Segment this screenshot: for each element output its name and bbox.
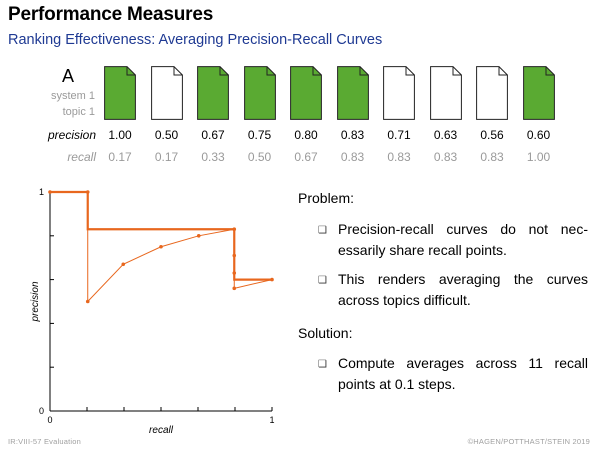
problem-bullet-2: This renders averaging the curves across… [338,271,588,308]
footer-right: ©HAGEN/POTTHAST/STEIN 2019 [467,437,590,446]
footer-left: IR:VIII-57 Evaluation [8,437,81,446]
system-letter: A [62,66,75,86]
relevant-document-icon [336,66,369,120]
relevant-document-icon [197,66,229,120]
relevant-document-icon [104,66,136,120]
system-label: system 1 [50,90,95,102]
x-tick-label: 0 [47,415,52,425]
solution-bullet-1: Compute averages across 11 recall points… [338,355,588,392]
recall-value: 1.00 [526,150,551,164]
data-point [232,253,237,258]
data-point [48,190,52,194]
recall-value: 0.33 [201,150,225,164]
nonrelevant-document-icon [429,66,462,120]
problem-bullet-1: Precision-recall curves do not nec- essa… [338,221,588,258]
recall-value: 0.67 [294,150,318,164]
y-axis-label: precision [30,281,41,322]
relevant-document-icon [290,66,322,120]
topic-label: topic 1 [62,106,95,118]
data-point [232,227,237,232]
ranking-table: A system 1 topic 1 precision recall 1.00… [0,62,600,192]
precision-value: 0.75 [247,128,272,142]
precision-value: 0.60 [526,128,551,142]
precision-value: 0.71 [387,128,411,142]
precision-recall-chart: 1 00 1 recall precision [30,187,275,436]
relevant-document-icon [522,66,555,120]
data-point [270,277,274,282]
page-title: Performance Measures [8,4,214,25]
nonrelevant-document-icon [383,66,415,120]
recall-row-label: recall [67,150,96,164]
nonrelevant-document-icon [150,66,183,120]
data-point [85,299,90,304]
interpolated-curve [50,190,272,281]
data-point [232,286,237,291]
solution-heading: Solution: [298,325,353,341]
nonrelevant-document-icon [476,66,508,120]
recall-value: 0.83 [480,150,504,164]
data-point [196,234,201,238]
y-tick-label: 1 [39,187,44,197]
precision-value: 1.00 [108,128,132,142]
recall-value: 0.83 [387,150,411,164]
data-point [159,244,163,249]
data-point [121,262,126,267]
recall-value: 0.83 [340,150,365,164]
precision-value: 0.50 [154,128,179,142]
data-point [232,271,237,275]
recall-value: 0.83 [433,150,458,164]
relevant-document-icon [243,66,276,120]
precision-value: 0.67 [201,128,225,142]
page-subtitle: Ranking Effectiveness: Averaging Precisi… [8,32,383,48]
x-axis-label: recall [149,425,174,436]
precision-value: 0.56 [480,128,504,142]
precision-row-label: precision [47,128,96,142]
recall-value: 0.17 [108,150,132,164]
precision-value: 0.63 [433,128,458,142]
precision-value: 0.80 [294,128,318,142]
recall-value: 0.17 [154,150,179,164]
bullet-icon: ❑ [318,359,327,370]
recall-value: 0.50 [247,150,272,164]
y-tick-label: 0 [39,406,44,416]
bullet-icon: ❑ [318,275,327,286]
problem-heading: Problem: [298,190,355,206]
bullet-icon: ❑ [318,225,327,236]
precision-value: 0.83 [340,128,365,142]
x-tick-label: 1 [269,415,274,425]
data-point [85,190,90,194]
